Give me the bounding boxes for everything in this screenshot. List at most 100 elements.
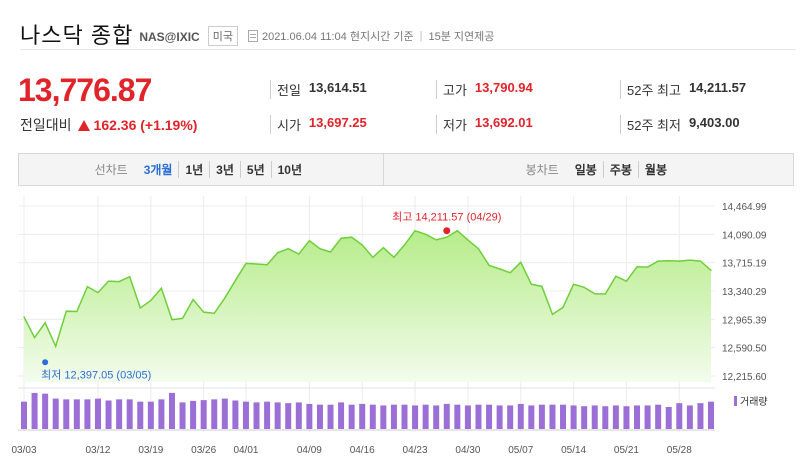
volume-bar (475, 404, 482, 429)
tab-1y[interactable]: 1년 (178, 161, 209, 178)
tab-5y[interactable]: 5년 (239, 161, 271, 178)
price-point (530, 283, 532, 285)
tab-3y[interactable]: 3년 (209, 161, 240, 178)
volume-bar (591, 405, 598, 429)
x-tick-label: 04/23 (403, 445, 428, 456)
volume-legend: 거래량 (734, 393, 768, 408)
stat-label: 전일 (270, 80, 301, 99)
x-tick-label: 03/12 (85, 445, 110, 456)
header-bar: 나스닥 종합 NAS@IXIC 미국 2021.06.04 11:04 현지시간… (20, 18, 796, 50)
volume-bar (306, 403, 313, 429)
candle-chart-label: 봉차트 (525, 163, 559, 177)
x-tick-label: 05/14 (561, 445, 586, 456)
volume-legend-label: 거래량 (740, 397, 768, 408)
price-point (499, 268, 501, 270)
price-point (456, 230, 458, 232)
price-point (329, 251, 332, 253)
volume-bar (147, 401, 154, 429)
volume-bar (126, 399, 133, 429)
x-tick-label: 05/07 (508, 445, 533, 456)
price-point (33, 336, 36, 339)
volume-bar (517, 403, 524, 429)
price-point (604, 293, 606, 295)
price-point (340, 237, 342, 239)
line-chart-tabs: 선차트 3개월 1년 3년 5년 10년 (19, 154, 384, 185)
price-point (277, 252, 279, 254)
separator: | (419, 30, 423, 42)
price-point (393, 256, 395, 258)
volume-bar (316, 404, 323, 429)
price-point (192, 298, 194, 301)
stat-label: 저가 (436, 115, 467, 134)
volume-bar (623, 406, 630, 429)
price-point (509, 272, 511, 274)
volume-bar (538, 404, 545, 429)
price-point (160, 287, 162, 289)
volume-bar (264, 401, 271, 429)
stat-52w-high: 52주 최고 14,211.57 (620, 80, 746, 99)
tab-daily[interactable]: 일봉 (574, 163, 597, 177)
y-tick-label: 12,965.39 (722, 315, 767, 326)
volume-bar (179, 402, 186, 429)
price-point (573, 283, 575, 285)
volume-bar (63, 399, 70, 429)
y-tick-label: 12,590.50 (722, 344, 767, 355)
stat-label: 52주 최고 (620, 80, 681, 99)
price-point (689, 259, 691, 261)
price-point (625, 280, 628, 282)
y-tick-label: 13,715.19 (722, 259, 767, 270)
market-badge: 미국 (207, 25, 238, 46)
volume-bar (528, 405, 535, 429)
price-point (266, 264, 268, 266)
tab-3m[interactable]: 3개월 (143, 163, 173, 177)
price-point (287, 248, 289, 250)
volume-bar (708, 401, 714, 429)
volume-bar (232, 400, 239, 429)
volume-bar (634, 405, 641, 429)
volume-bar (560, 404, 567, 429)
price-line (23, 229, 712, 349)
volume-bar (486, 404, 493, 429)
tab-monthly[interactable]: 월봉 (637, 161, 673, 178)
price-point (657, 260, 659, 262)
volume-bar (21, 401, 27, 429)
price-point (414, 230, 416, 232)
document-icon (247, 29, 258, 42)
x-tick-label: 04/01 (233, 445, 258, 456)
volume-bar (31, 392, 38, 429)
high-label: 최고 14,211.57 (04/29) (392, 211, 501, 224)
change-label: 전일대비 (20, 117, 72, 133)
volume-bar (464, 405, 471, 429)
tab-10y[interactable]: 10년 (270, 161, 308, 178)
price-point (636, 266, 638, 268)
price-area-fill (24, 230, 711, 382)
price-point (308, 240, 310, 242)
volume-bar (348, 404, 355, 429)
y-tick-label: 13,340.29 (722, 287, 767, 298)
stat-label: 고가 (436, 80, 467, 99)
price-point (255, 263, 258, 265)
volume-bar (274, 402, 281, 429)
volume-bar (190, 400, 197, 429)
tab-weekly[interactable]: 주봉 (602, 161, 638, 178)
volume-bar (496, 405, 503, 429)
price-point (583, 286, 585, 288)
volume-bar (676, 403, 683, 429)
price-point (425, 233, 427, 235)
volume-legend-swatch (734, 395, 737, 406)
price-point (23, 316, 25, 318)
stat-value: 13,614.51 (308, 80, 367, 95)
stat-label: 52주 최저 (620, 115, 681, 134)
price-point (541, 285, 543, 287)
volume-bar (42, 393, 49, 429)
price-point (150, 299, 152, 302)
price-point (65, 310, 67, 312)
y-tick-label: 14,464.99 (722, 202, 767, 213)
chart-tab-bar: 선차트 3개월 1년 3년 5년 10년 봉차트 일봉 주봉 월봉 (18, 153, 794, 186)
price-point (245, 262, 247, 265)
price-point (372, 256, 374, 258)
price-point (203, 311, 205, 313)
stat-value: 14,211.57 (688, 80, 747, 95)
stat-value: 9,403.00 (688, 115, 740, 130)
